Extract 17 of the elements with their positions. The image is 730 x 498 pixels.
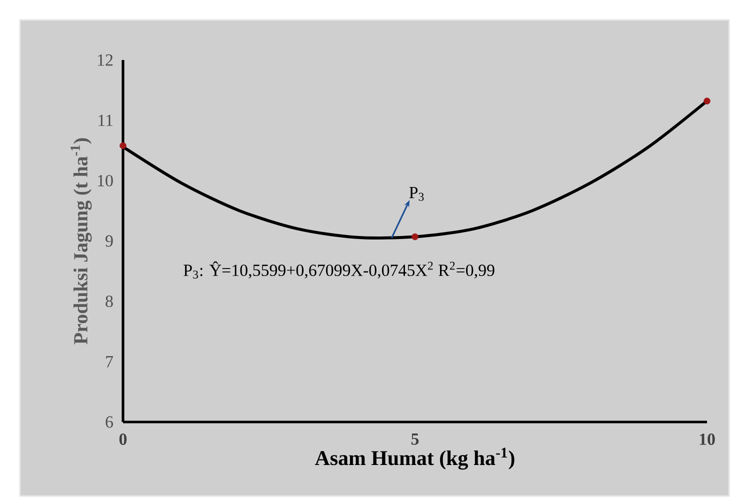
point xyxy=(704,98,710,104)
x-axis-title: Asam Humat (kg ha$^{-1}$) xyxy=(314,448,514,470)
y-tick-label: 11 xyxy=(98,114,112,126)
point xyxy=(412,233,418,240)
y-tick-label: 10 xyxy=(98,174,113,186)
x-tick-label: 10 xyxy=(700,434,715,445)
x-tick-label: 0 xyxy=(119,434,127,445)
annotation: P$_{3}$ xyxy=(409,186,424,201)
x-tick-label: 5 xyxy=(411,434,419,445)
y-tick-label: 8 xyxy=(106,296,113,308)
annotation: P$_{3}$: Ŷ=10,5599+0,67099X-0,0745X$^{2}$ R$^{2}$=0,99 xyxy=(184,261,494,279)
point xyxy=(120,142,126,150)
y-tick-label: 9 xyxy=(106,235,113,247)
y-tick-label: 12 xyxy=(98,54,113,66)
y-tick-label: 7 xyxy=(106,356,113,368)
y-axis-title: Produksi Jagung (t ha$^{-1}$) xyxy=(70,138,92,344)
y-tick-label: 6 xyxy=(106,416,113,428)
